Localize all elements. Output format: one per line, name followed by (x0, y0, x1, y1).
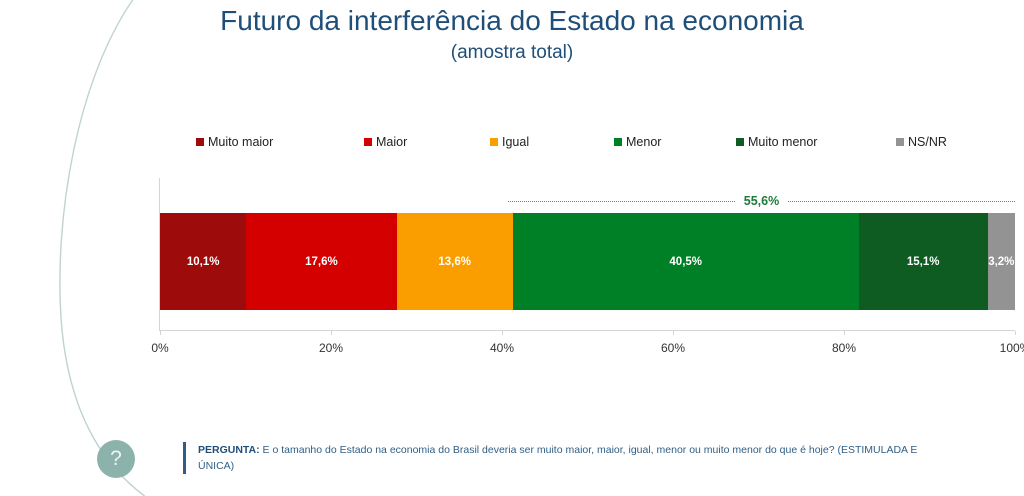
x-axis-tick-label: 0% (151, 341, 169, 355)
bar-segment-muito-menor[interactable]: 15,1% (858, 213, 988, 310)
footer-note: PERGUNTA: E o tamanho do Estado na econo… (183, 442, 923, 474)
legend-swatch-icon (614, 138, 622, 146)
bar-segment-maior[interactable]: 17,6% (246, 213, 397, 310)
legend-item-label: NS/NR (908, 135, 947, 149)
bar-segment-value: 13,6% (438, 255, 471, 268)
footer-text: PERGUNTA: E o tamanho do Estado na econo… (198, 442, 923, 474)
legend-item-label: Maior (376, 135, 408, 149)
legend-item-muito-maior[interactable]: Muito maior (196, 135, 273, 149)
x-axis-tick-mark (844, 331, 845, 335)
legend-item-label: Igual (502, 135, 530, 149)
x-axis-tick-label: 20% (318, 341, 344, 355)
legend-swatch-icon (736, 138, 744, 146)
footer-label: PERGUNTA: (198, 444, 260, 456)
x-axis-tick-mark (1015, 331, 1016, 335)
legend-item-label: Menor (626, 135, 662, 149)
bar-segment-value: 40,5% (669, 255, 703, 268)
y-axis-line (159, 178, 160, 331)
legend-item-muito-menor[interactable]: Muito menor (736, 135, 817, 149)
legend-item-ns-nr[interactable]: NS/NR (896, 135, 947, 149)
bar-segment-value: 17,6% (305, 255, 338, 268)
bar-segment-value: 10,1% (186, 255, 220, 268)
question-mark-icon: ? (97, 440, 135, 478)
annotation-line-left (508, 200, 735, 202)
x-axis-tick-mark (673, 331, 674, 335)
x-axis-tick-label: 80% (831, 341, 857, 355)
page-title: Futuro da interferência do Estado na eco… (220, 5, 804, 36)
legend-swatch-icon (896, 138, 904, 146)
legend-item-menor[interactable]: Menor (614, 135, 661, 149)
legend-swatch-icon (196, 138, 204, 146)
annotation-line-right (788, 200, 1016, 202)
total-annotation: 55,6% (508, 192, 1016, 210)
bar-segment-ns-nr[interactable]: 3,2% (987, 213, 1015, 310)
bar-segment-igual[interactable]: 13,6% (396, 213, 513, 310)
legend-item-igual[interactable]: Igual (490, 135, 529, 149)
x-axis-tick-mark (160, 331, 161, 335)
bar-segment-menor[interactable]: 40,5% (512, 213, 859, 310)
chart-legend: Muito maior Maior Igual Menor Muito menor NS/… (196, 135, 986, 155)
x-axis-tick-mark (331, 331, 332, 335)
footer-accent-rule (183, 442, 186, 474)
x-axis-tick-label: 60% (660, 341, 686, 355)
title-block: Futuro da interferência do Estado na eco… (0, 4, 1024, 66)
bar-segment-muito-maior[interactable]: 10,1% (160, 213, 247, 310)
bar-segment-value: 3,2% (988, 255, 1015, 268)
stacked-bar: 10,1% 17,6% 13,6% 40,5% 15,1% 3,2% (160, 213, 1015, 310)
x-axis-tick-mark (502, 331, 503, 335)
legend-swatch-icon (364, 138, 372, 146)
legend-item-label: Muito maior (208, 135, 274, 149)
legend-item-maior[interactable]: Maior (364, 135, 407, 149)
annotation-value: 55,6% (743, 194, 780, 208)
legend-swatch-icon (490, 138, 498, 146)
x-axis-tick-label: 100% (999, 341, 1024, 355)
x-axis-tick-label: 40% (489, 341, 515, 355)
x-axis-line (159, 330, 1015, 331)
legend-item-label: Muito menor (748, 135, 818, 149)
footer-question: E o tamanho do Estado na economia do Bra… (198, 444, 918, 472)
bar-segment-value: 15,1% (906, 255, 940, 268)
x-axis-labels: 0% 20% 40% 60% 80% 100% (0, 341, 1024, 357)
page-subtitle: (amostra total) (450, 42, 574, 63)
